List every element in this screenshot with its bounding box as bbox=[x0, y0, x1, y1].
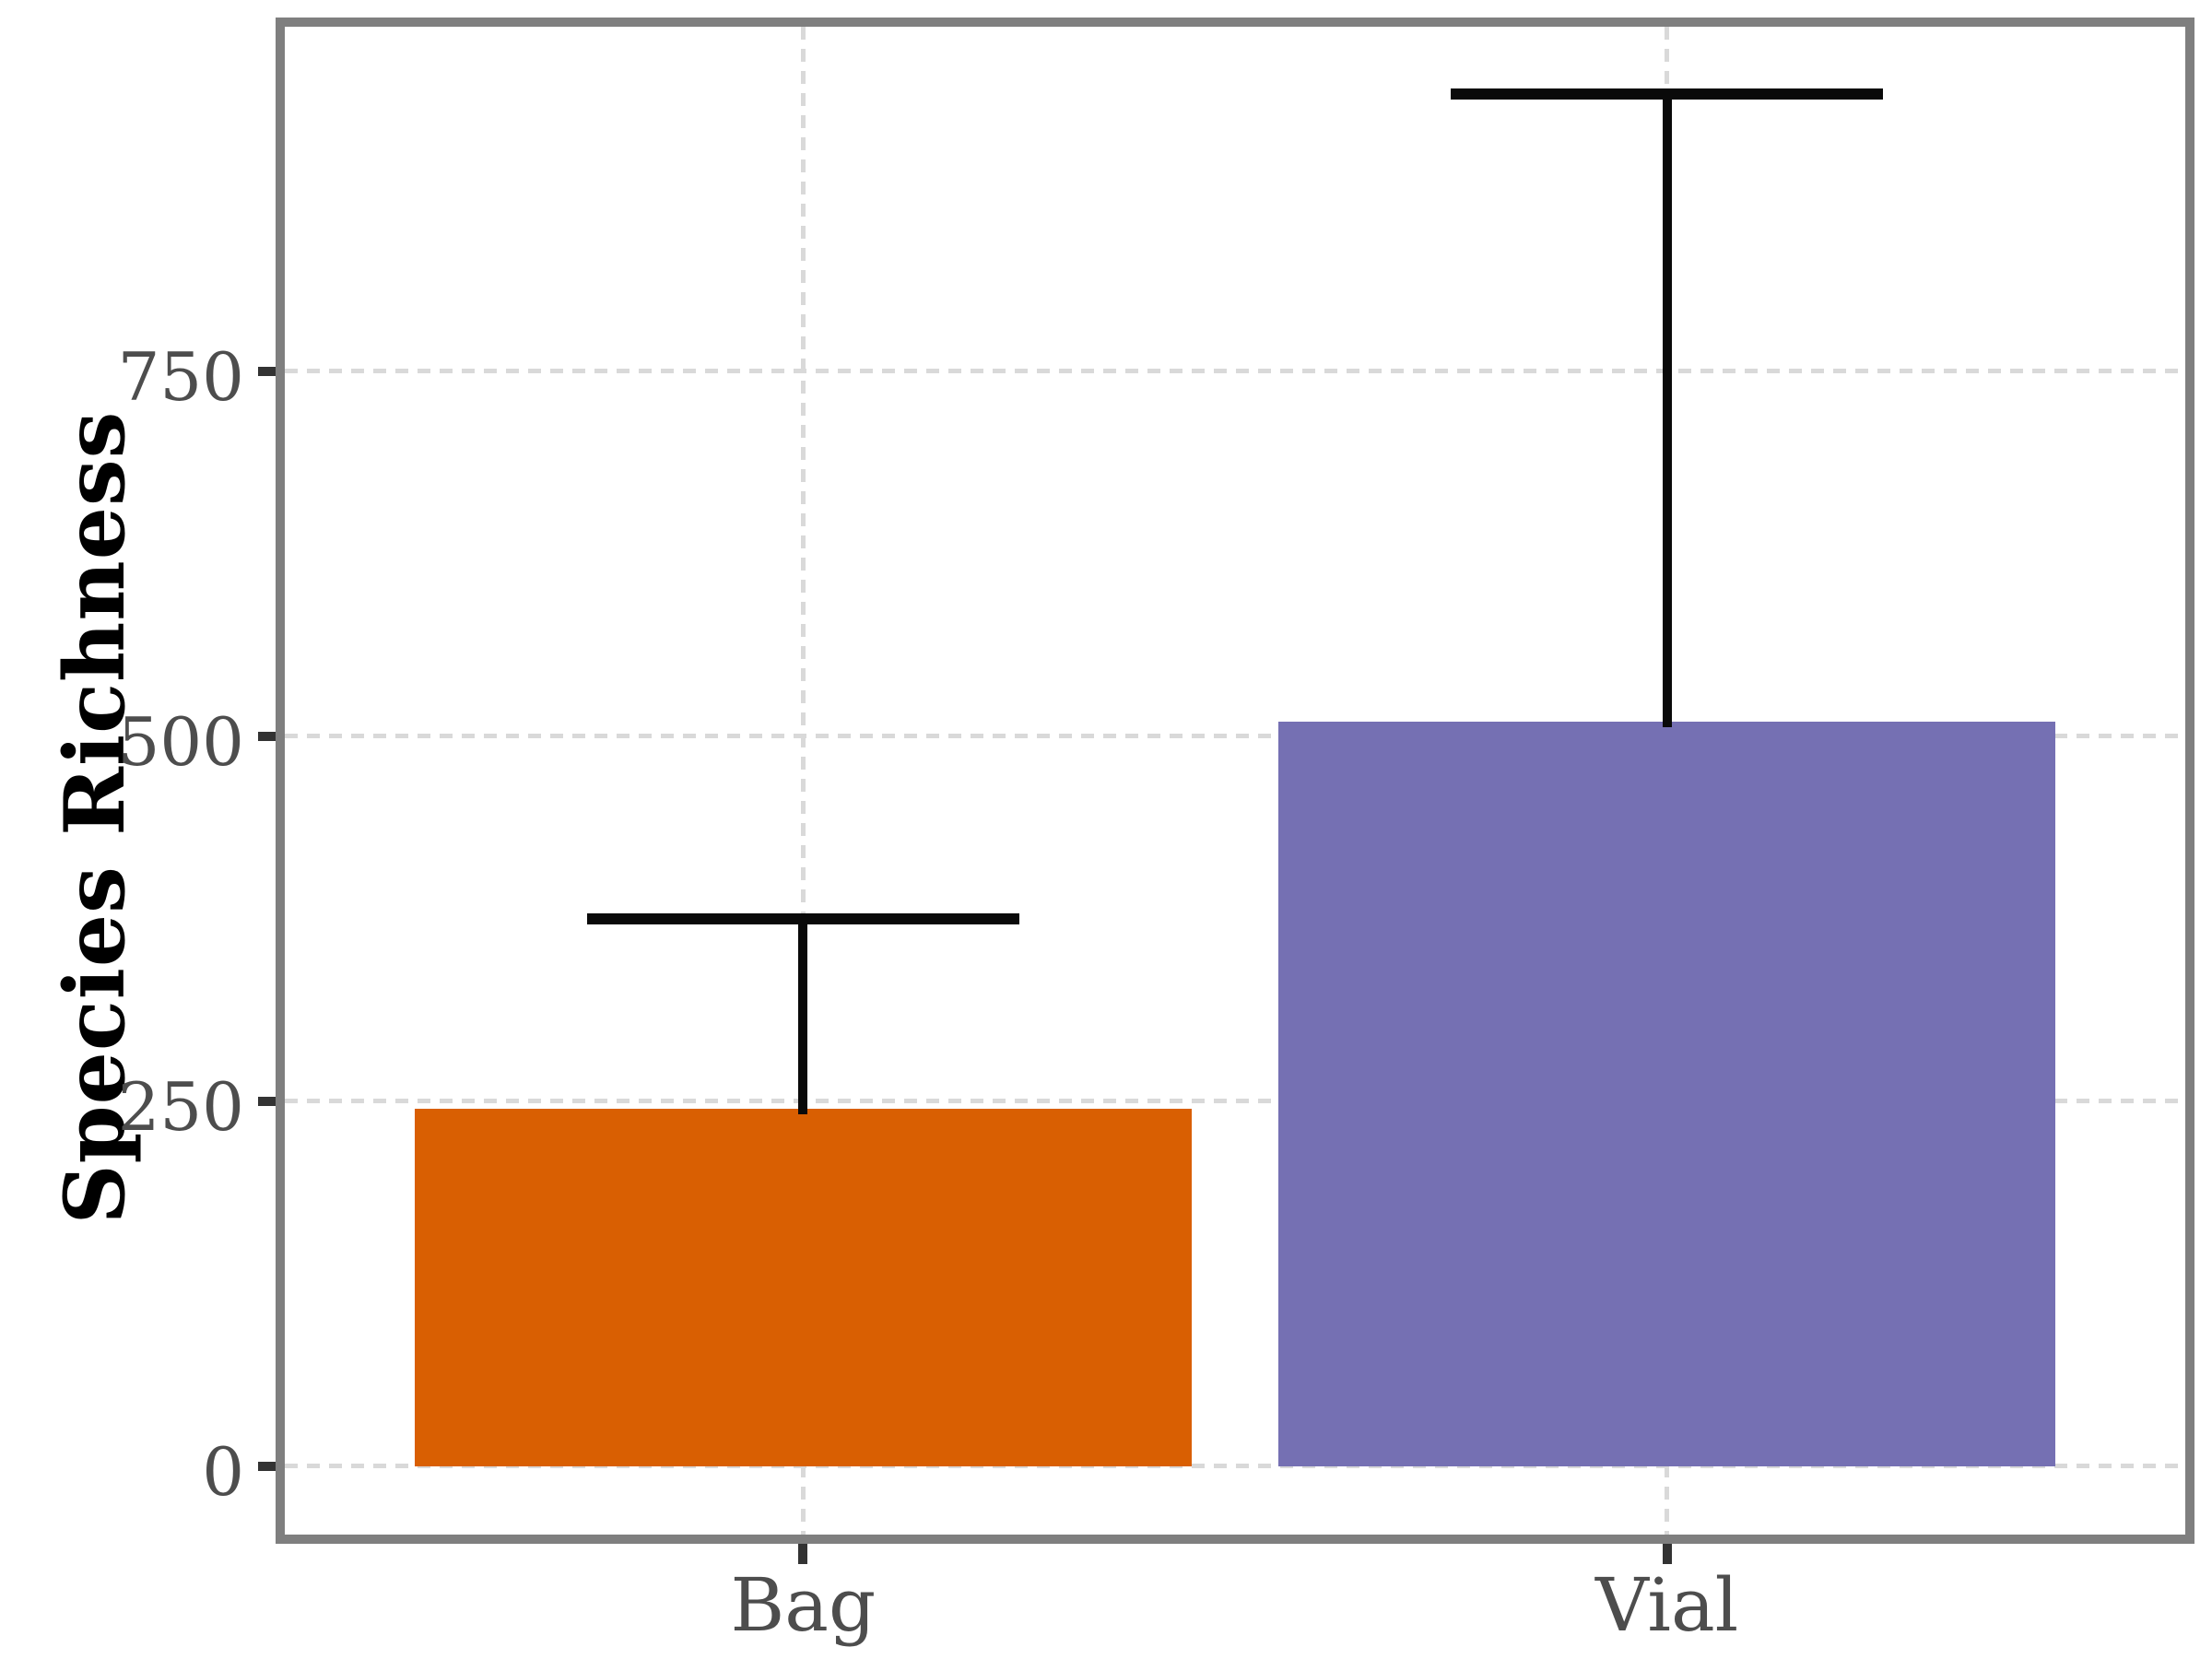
h-gridline bbox=[285, 369, 2185, 374]
y-tick-label: 750 bbox=[117, 337, 244, 416]
h-gridline bbox=[285, 734, 2185, 739]
v-gridline bbox=[800, 27, 806, 1535]
y-tick-label: 250 bbox=[117, 1067, 244, 1146]
error-bar-cap-vial bbox=[1451, 88, 1883, 100]
y-tick-mark bbox=[258, 1461, 276, 1471]
error-bar-line-bag bbox=[798, 918, 808, 1114]
x-tick-mark bbox=[1662, 1544, 1672, 1564]
y-tick-mark bbox=[258, 1096, 276, 1106]
error-bar-cap-bag bbox=[587, 912, 1019, 924]
x-tick-label: Vial bbox=[1595, 1562, 1739, 1648]
error-bar-line-vial bbox=[1662, 93, 1672, 727]
h-gridline bbox=[285, 1464, 2185, 1469]
x-tick-mark bbox=[798, 1544, 808, 1564]
h-gridline bbox=[285, 1099, 2185, 1104]
y-tick-mark bbox=[258, 731, 276, 741]
x-tick-label: Bag bbox=[730, 1562, 877, 1648]
y-tick-label: 0 bbox=[202, 1432, 244, 1511]
bar-bag bbox=[414, 1108, 1193, 1466]
y-tick-label: 500 bbox=[117, 702, 244, 781]
plot-panel bbox=[276, 18, 2194, 1544]
y-tick-mark bbox=[258, 366, 276, 376]
bar-vial bbox=[1277, 721, 2056, 1466]
